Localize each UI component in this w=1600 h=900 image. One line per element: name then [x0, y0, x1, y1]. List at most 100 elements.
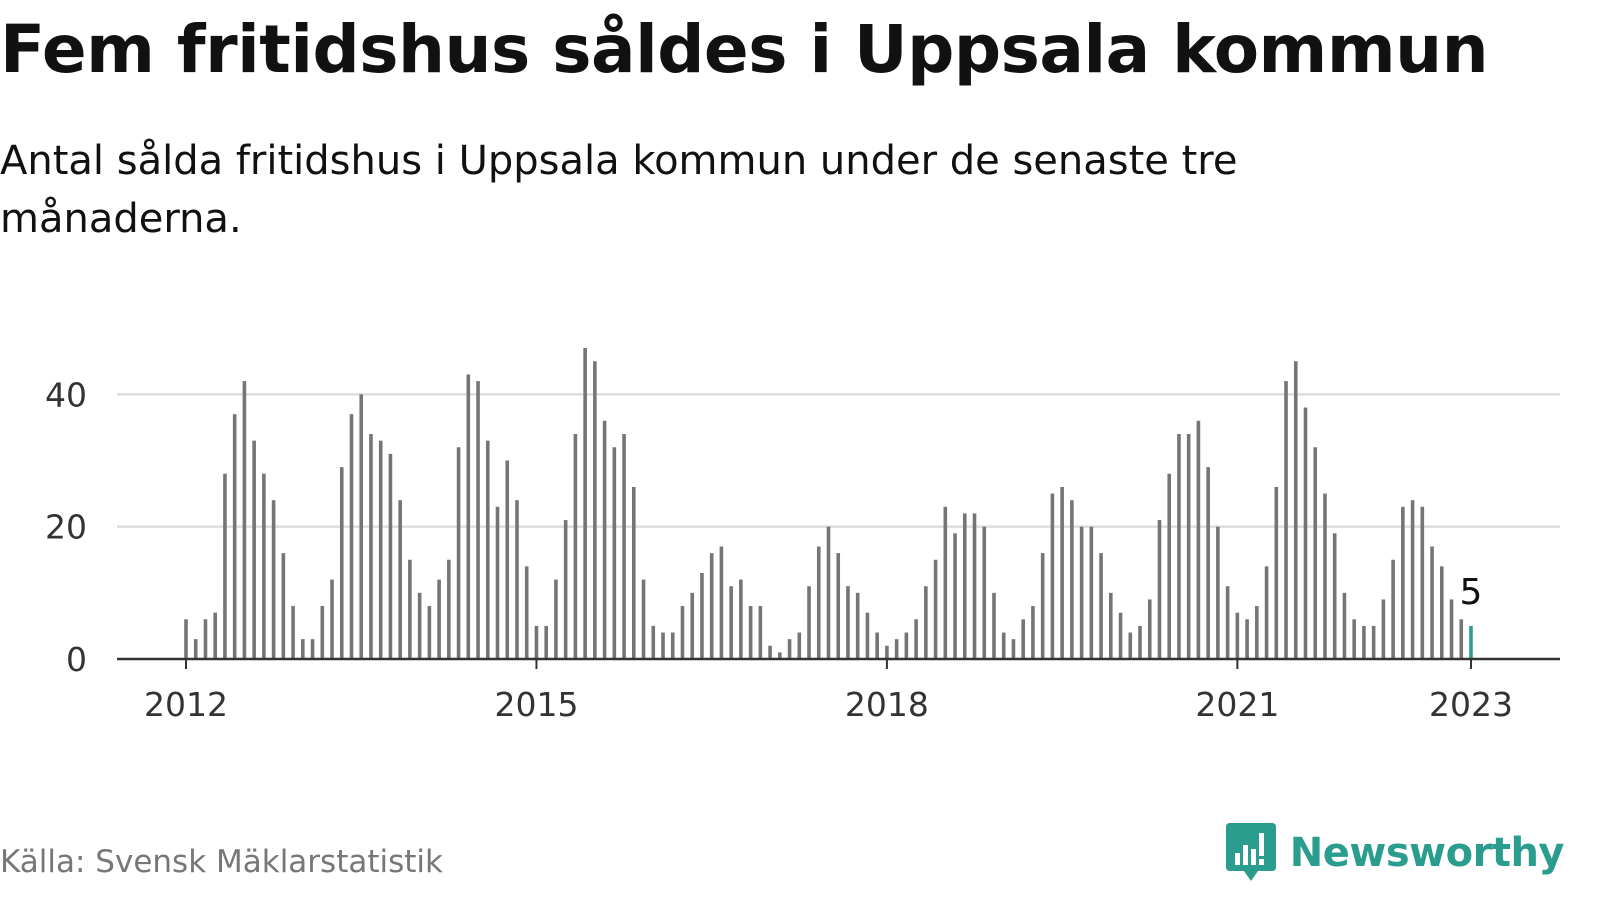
bar	[1177, 434, 1181, 659]
bar	[310, 639, 315, 659]
bar	[1303, 407, 1308, 659]
page-title: Fem fritidshus såldes i Uppsala kommun	[0, 11, 1489, 88]
bar	[1001, 632, 1006, 659]
bar	[524, 566, 529, 659]
bar	[865, 612, 870, 659]
bar	[778, 652, 782, 659]
bar	[193, 639, 198, 659]
bar	[593, 361, 597, 659]
bar	[816, 546, 821, 659]
x-tick-label: 2021	[1195, 685, 1279, 724]
bar	[1167, 473, 1172, 659]
bar	[953, 533, 957, 659]
page-subtitle: Antal sålda fritidshus i Uppsala kommun …	[0, 138, 1238, 242]
bar	[758, 606, 763, 659]
bar	[661, 632, 665, 659]
bar	[924, 586, 928, 659]
x-tick-label: 2015	[494, 685, 578, 724]
gridlines	[117, 393, 1560, 528]
bar	[1070, 500, 1074, 659]
source-note: Källa: Svensk Mäklarstatistik	[0, 844, 443, 880]
bar	[1079, 526, 1084, 659]
bar	[281, 553, 286, 659]
bar	[914, 619, 918, 659]
bar	[1401, 506, 1405, 659]
bar	[797, 632, 802, 659]
bar	[456, 447, 461, 659]
bar	[398, 500, 402, 659]
bar	[485, 440, 490, 659]
y-axis-ticks: 0 20 40	[45, 375, 87, 679]
bar	[271, 500, 276, 659]
bar	[1109, 592, 1113, 659]
bar	[875, 632, 879, 659]
bar	[1031, 606, 1035, 659]
bar	[505, 460, 510, 659]
bar	[670, 632, 675, 659]
bar	[417, 592, 422, 659]
bar	[1128, 632, 1133, 659]
bar	[1235, 612, 1240, 659]
bar	[787, 639, 792, 659]
bar	[992, 592, 996, 659]
bar	[466, 374, 471, 659]
bar	[349, 414, 354, 659]
bar	[408, 559, 412, 659]
bar	[962, 513, 967, 659]
x-tick-label: 2012	[144, 685, 228, 724]
bar	[1459, 619, 1464, 659]
bar	[1060, 486, 1064, 659]
bar	[476, 381, 480, 659]
bar	[1293, 361, 1298, 659]
bar	[1225, 586, 1230, 659]
bar	[1157, 520, 1162, 659]
bar	[612, 447, 617, 659]
bar	[1362, 625, 1366, 659]
bar	[933, 559, 938, 659]
bar	[427, 606, 432, 659]
bar	[1313, 447, 1318, 659]
y-tick-label: 0	[66, 640, 87, 679]
bar	[583, 348, 587, 659]
bar	[203, 619, 208, 659]
bar	[1284, 381, 1288, 659]
bar	[1011, 639, 1016, 659]
brand-logo[interactable]: Newsworthy	[1225, 822, 1565, 884]
data-labels: 5	[1460, 572, 1483, 613]
bar	[1439, 566, 1444, 659]
bar	[1274, 486, 1279, 659]
bar	[1391, 559, 1395, 659]
bar	[544, 625, 548, 659]
bar	[495, 506, 500, 659]
bar	[1186, 434, 1191, 659]
bar	[388, 453, 393, 659]
bar	[515, 500, 519, 659]
bar	[1371, 625, 1376, 659]
bar	[1332, 533, 1337, 659]
bar	[651, 625, 656, 659]
bar	[320, 606, 325, 659]
bar	[641, 579, 646, 659]
bar	[680, 606, 685, 659]
bar	[573, 434, 578, 659]
bar	[690, 592, 695, 659]
x-tick-label: 2023	[1429, 685, 1513, 724]
bar	[622, 434, 626, 659]
bar	[437, 579, 441, 659]
bar	[1449, 599, 1454, 659]
bar	[807, 586, 811, 659]
bar	[982, 526, 987, 659]
bar	[1410, 500, 1415, 659]
bar	[729, 586, 733, 659]
bar	[262, 473, 266, 659]
bar	[1381, 599, 1386, 659]
bar	[1342, 592, 1347, 659]
bar	[1147, 599, 1152, 659]
bar	[768, 645, 772, 659]
bar	[904, 632, 909, 659]
bar	[242, 381, 247, 659]
bar	[1089, 526, 1094, 659]
bar	[709, 553, 714, 659]
bar	[1420, 506, 1425, 659]
bar	[369, 434, 373, 659]
